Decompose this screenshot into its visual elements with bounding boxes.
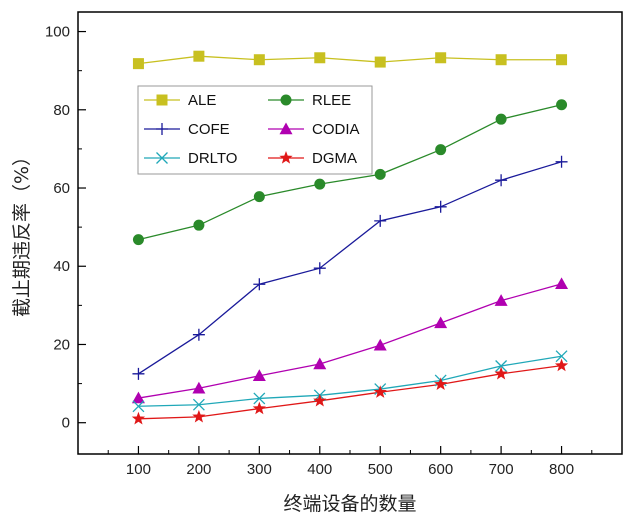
- legend-box: [137, 85, 373, 175]
- data-point-dgma: [192, 409, 206, 423]
- series-line-cofe: [138, 161, 562, 375]
- legend-marker-ale: [156, 94, 168, 106]
- x-tick-label: 800: [549, 461, 574, 478]
- data-point-drlto: [495, 360, 508, 372]
- plot-area-frame: [77, 11, 623, 455]
- data-point-dgma: [494, 366, 508, 380]
- y-tick-label: 100: [45, 24, 70, 41]
- data-point-cofe: [495, 174, 508, 187]
- data-point-ale: [314, 52, 326, 64]
- data-point-rlee: [132, 234, 144, 246]
- data-point-codia: [434, 316, 448, 329]
- data-point-drlto: [192, 398, 205, 411]
- data-point-rlee: [495, 113, 507, 125]
- y-axis-title: 截止期违反率（%）: [11, 147, 33, 317]
- data-point-rlee: [314, 178, 326, 190]
- data-point-rlee: [435, 144, 447, 156]
- x-tick-label: 500: [368, 461, 393, 478]
- data-point-codia: [373, 338, 387, 351]
- y-tick-label: 0: [62, 415, 70, 432]
- data-point-cofe: [555, 155, 568, 168]
- legend-label-drlto: DRLTO: [188, 150, 237, 167]
- data-point-codia: [313, 357, 327, 370]
- data-point-dgma: [131, 411, 146, 425]
- data-point-codia: [252, 369, 266, 381]
- y-tick-label: 60: [53, 180, 70, 197]
- legend-marker-cofe: [156, 123, 168, 135]
- data-point-ale: [556, 54, 568, 66]
- x-axis-title: 终端设备的数量: [283, 493, 416, 515]
- legend: ALE RLEE COFE CODIA DRLTO DGMA: [137, 85, 373, 175]
- data-point-ale: [374, 56, 386, 68]
- legend-label-dgma: DGMA: [312, 150, 357, 167]
- data-point-dgma: [252, 401, 266, 415]
- data-point-ale: [495, 54, 507, 66]
- data-point-rlee: [253, 191, 265, 203]
- data-point-ale: [253, 54, 265, 66]
- x-tick-label: 200: [186, 461, 211, 478]
- y-tick-label: 40: [53, 258, 70, 275]
- data-point-dgma: [313, 393, 327, 407]
- data-point-cofe: [192, 328, 205, 341]
- data-point-dgma: [373, 385, 387, 398]
- legend-marker-drlto: [156, 152, 168, 164]
- x-tick-label: 700: [489, 461, 514, 478]
- legend-label-rlee: RLEE: [312, 92, 351, 109]
- data-point-ale: [193, 50, 205, 62]
- series-line-ale: [138, 55, 562, 65]
- data-point-drlto: [555, 350, 568, 363]
- x-tick-label: 300: [247, 461, 272, 478]
- series-line-drlto: [138, 355, 562, 407]
- data-point-cofe: [434, 200, 447, 213]
- legend-marker-rlee: [280, 94, 292, 106]
- legend-marker-dgma: [279, 151, 293, 164]
- data-point-drlto: [132, 400, 145, 413]
- y-tick-label: 80: [53, 102, 70, 119]
- series-line-dgma: [138, 364, 562, 420]
- axis-ticks: 0 20 40 60 80 100 100 200 300 400 500 600 700 800: [45, 24, 593, 478]
- data-point-rlee: [374, 168, 386, 180]
- data-point-rlee: [193, 219, 205, 231]
- data-point-cofe: [132, 367, 145, 380]
- legend-label-codia: CODIA: [312, 121, 360, 138]
- data-point-cofe: [374, 214, 387, 227]
- y-tick-label: 20: [53, 336, 70, 353]
- series-lines: [138, 55, 562, 420]
- legend-marker-codia: [279, 122, 293, 135]
- data-point-codia: [131, 391, 145, 404]
- series-markers: [131, 50, 569, 425]
- x-tick-label: 100: [126, 461, 151, 478]
- data-point-rlee: [556, 99, 568, 111]
- legend-label-cofe: COFE: [188, 121, 230, 138]
- x-tick-label: 600: [428, 461, 453, 478]
- x-tick-label: 400: [307, 461, 332, 478]
- series-line-rlee: [138, 104, 562, 241]
- data-point-codia: [192, 381, 206, 394]
- data-point-codia: [555, 277, 569, 290]
- data-point-ale: [132, 58, 144, 70]
- data-point-codia: [494, 294, 508, 306]
- data-point-drlto: [253, 392, 266, 405]
- data-point-cofe: [253, 278, 266, 291]
- data-point-ale: [435, 52, 447, 64]
- series-line-codia: [138, 283, 562, 399]
- data-point-dgma: [434, 377, 448, 391]
- data-point-cofe: [313, 262, 326, 275]
- legend-label-ale: ALE: [188, 92, 216, 109]
- data-point-dgma: [554, 358, 569, 372]
